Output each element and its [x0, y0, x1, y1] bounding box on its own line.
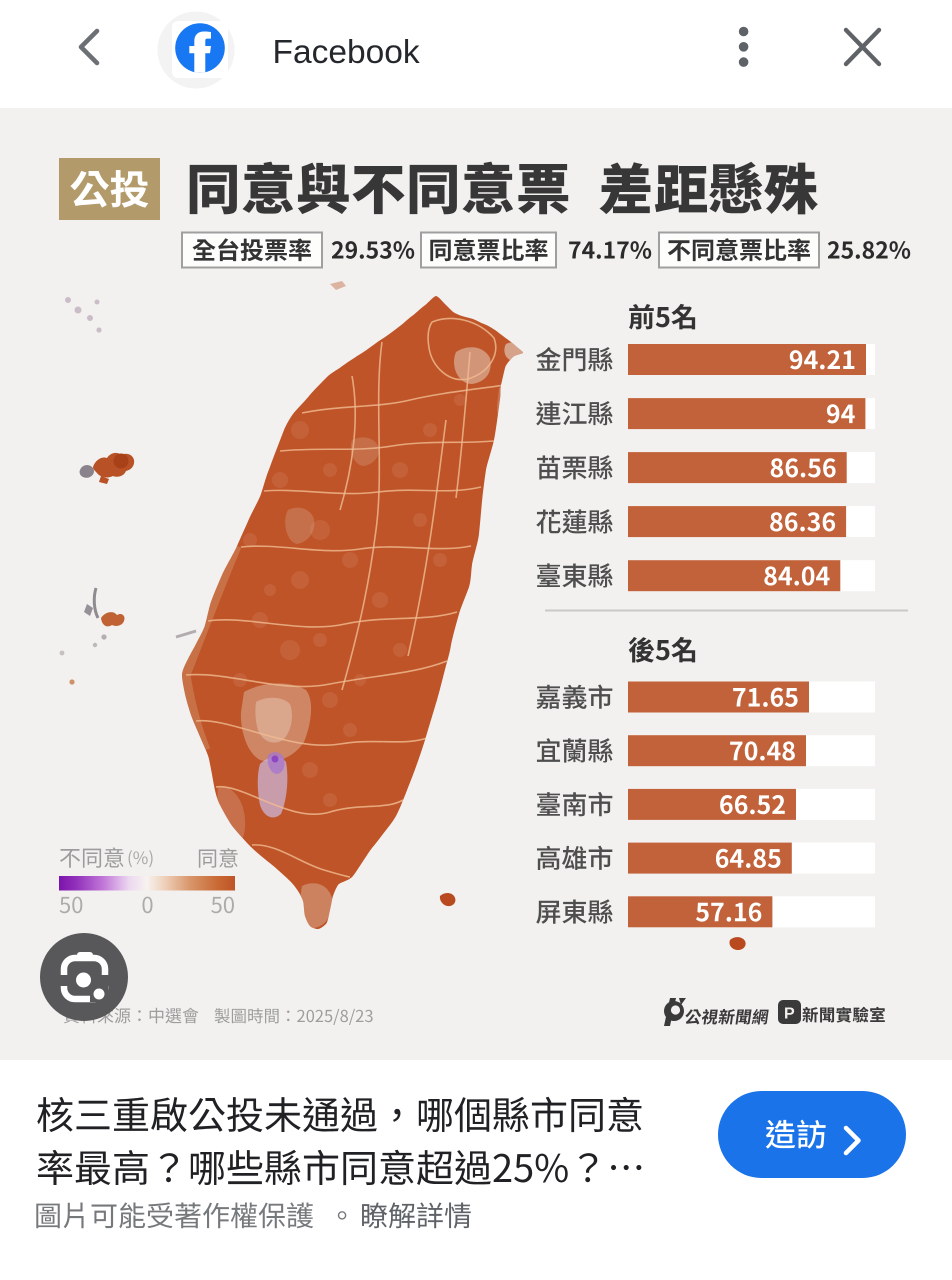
svg-text:P: P — [784, 1006, 795, 1023]
svg-text:Facebook: Facebook — [273, 34, 420, 71]
